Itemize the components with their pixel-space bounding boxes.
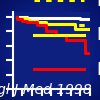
Text: Haffner et al., N Engl J Med 1998: Haffner et al., N Engl J Med 1998 (0, 83, 92, 97)
Legend: Nondiabetic subjects without prior MI, Diabetic subjects without prior MI, Nondi: Nondiabetic subjects without prior MI, D… (34, 0, 100, 79)
